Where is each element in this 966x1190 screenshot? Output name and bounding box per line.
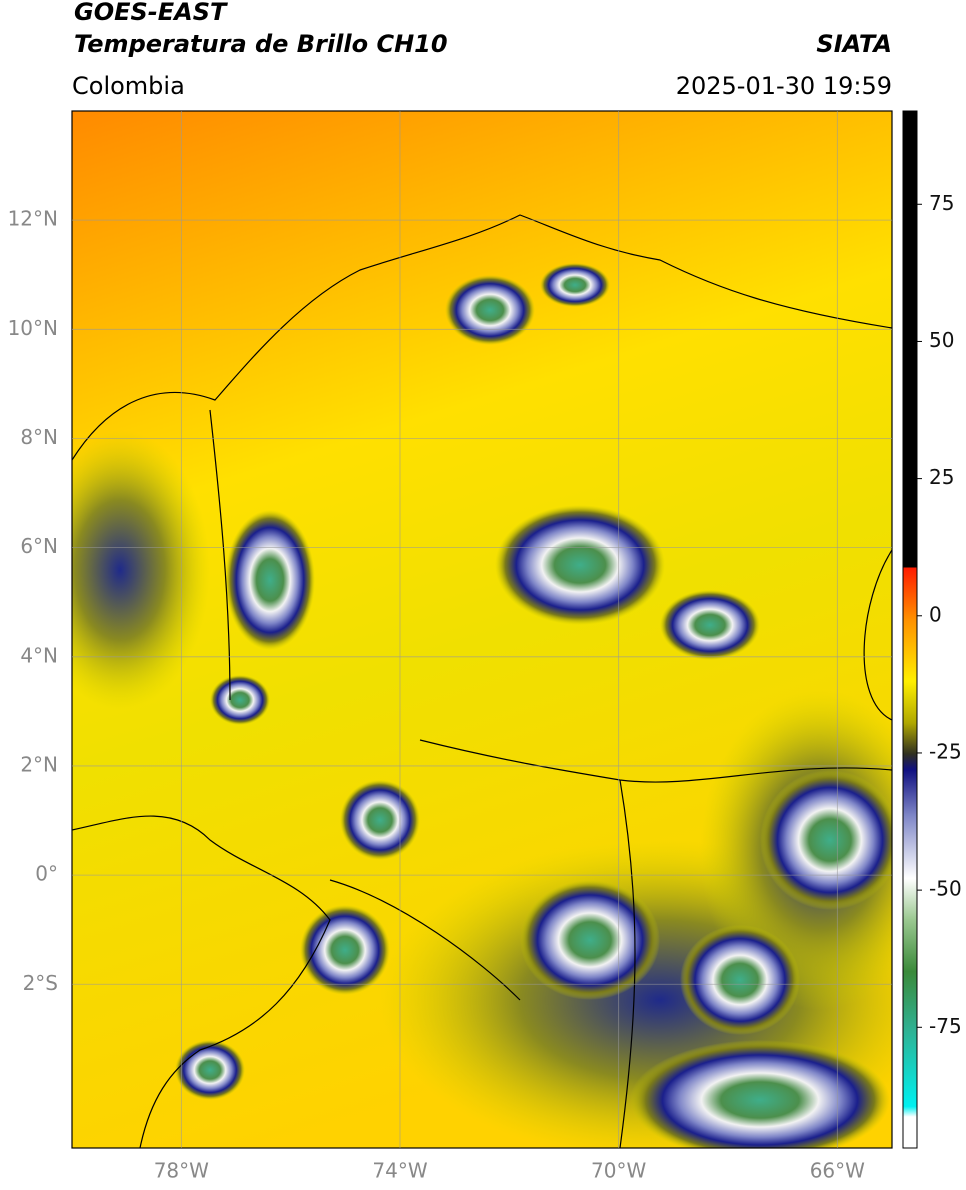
cloud	[680, 925, 800, 1035]
title: GOES-EAST	[74, 0, 228, 26]
y-tick-label: 6°N	[20, 534, 58, 558]
map-frame	[71, 110, 893, 1149]
colorbar-tick-label: 0	[929, 602, 942, 626]
cloud	[225, 510, 315, 650]
x-tick-label: 74°W	[372, 1159, 427, 1183]
y-tick-label: 2°S	[23, 971, 58, 995]
colorbar-tick-label: -25	[929, 739, 962, 763]
cloud	[630, 1040, 890, 1148]
cloud	[72, 430, 210, 710]
colorbar-tick-label: -75	[929, 1014, 962, 1038]
subtitle: Temperatura de Brillo CH10	[74, 30, 448, 58]
colorbar-tick-label: -50	[929, 877, 962, 901]
y-tick-label: 12°N	[8, 207, 58, 231]
timestamp: 2025-01-30 19:59	[676, 72, 892, 100]
y-tick-label: 4°N	[20, 643, 58, 667]
cloud	[175, 1040, 245, 1100]
cloud	[540, 263, 610, 307]
x-tick-label: 66°W	[810, 1159, 865, 1183]
colorbar-tick-label: 25	[929, 465, 954, 489]
y-tick-label: 2°N	[20, 752, 58, 776]
cloud	[340, 780, 420, 860]
cloud	[300, 905, 390, 995]
cloud	[660, 590, 760, 660]
source: SIATA	[816, 30, 892, 58]
region: Colombia	[72, 72, 185, 100]
cloud	[760, 770, 892, 910]
map-imagery	[72, 111, 892, 1148]
y-tick-label: 10°N	[8, 316, 58, 340]
y-tick-label: 8°N	[20, 425, 58, 449]
colorbar-tick-label: 75	[929, 191, 954, 215]
x-tick-label: 78°W	[154, 1159, 209, 1183]
cloud	[495, 505, 665, 625]
x-tick-label: 70°W	[591, 1159, 646, 1183]
colorbar-tick-label: 50	[929, 328, 954, 352]
cloud	[520, 880, 660, 1000]
colorbar	[902, 110, 918, 1149]
borders	[72, 214, 892, 1148]
cloud	[210, 675, 270, 725]
cloud	[445, 275, 535, 345]
y-tick-label: 0°	[35, 862, 58, 886]
